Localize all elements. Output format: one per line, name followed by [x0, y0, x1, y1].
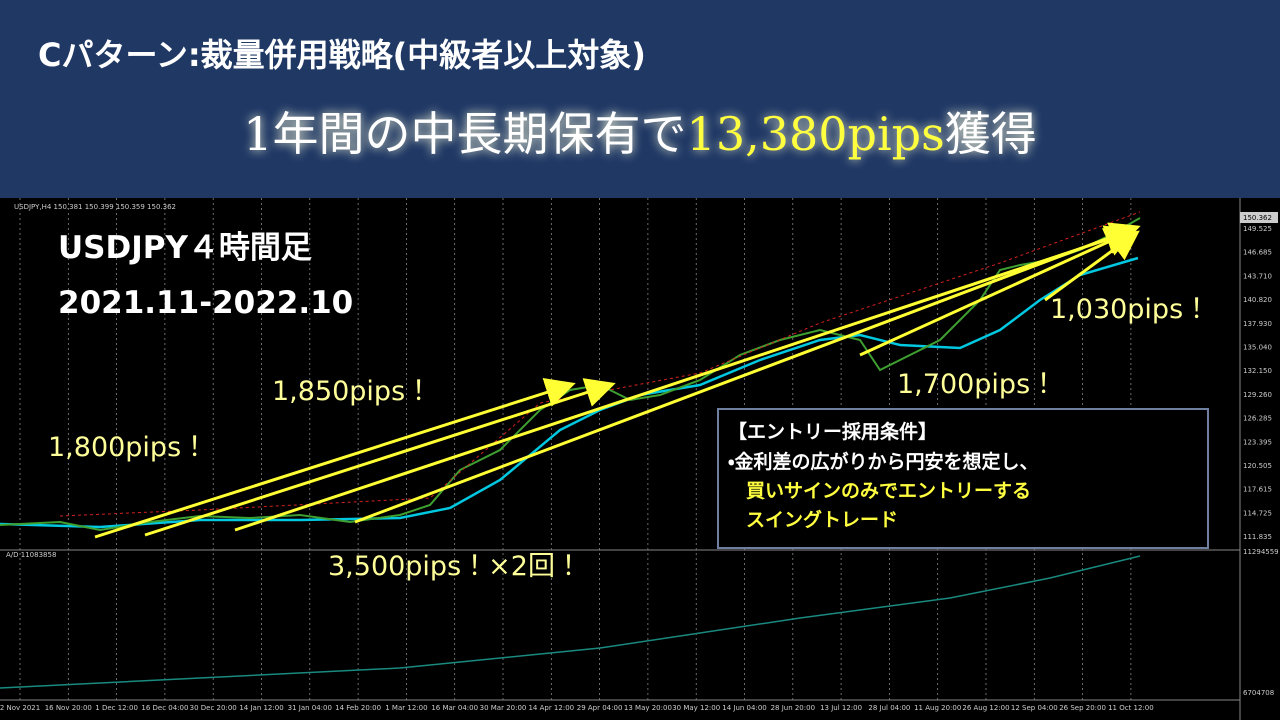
price-tick-label: 123.395	[1243, 438, 1272, 446]
time-tick-label: 30 May 12:00	[672, 704, 720, 712]
conditions-title: 【エントリー採用条件】	[728, 420, 937, 443]
slide-title: Cパターン:裁量併用戦略(中級者以上対象)	[38, 36, 646, 74]
time-tick-label: 29 Apr 04:00	[577, 704, 623, 712]
annotations: 1,800pips！ 1,850pips！ 3,500pips！×2回！ 1,7…	[48, 294, 1210, 582]
time-tick-label: 31 Jan 04:00	[288, 704, 332, 712]
annotation: 3,500pips！×2回！	[328, 551, 582, 582]
annotation: 1,030pips！	[1050, 294, 1210, 325]
arrow	[144, 378, 616, 537]
price-tick-label: 111.835	[1243, 533, 1272, 541]
time-tick-label: 16 Dec 04:00	[141, 704, 188, 712]
price-tick-label: 129.260	[1243, 391, 1272, 399]
annotation: 1,800pips！	[48, 432, 208, 463]
price-tick-label: 143.710	[1243, 272, 1272, 280]
time-tick-label: 1 Dec 12:00	[95, 704, 138, 712]
time-tick-label: 28 Jul 04:00	[868, 704, 910, 712]
indicator-tick-label: 6704708	[1243, 689, 1274, 697]
time-tick-label: 26 Aug 12:00	[962, 704, 1009, 712]
moving-average	[0, 256, 1139, 529]
conditions-box	[717, 408, 1209, 549]
time-tick-label: 13 Jul 12:00	[820, 704, 862, 712]
headline-text: 1年間の中長期保有で	[243, 107, 687, 161]
chart-info: USDJPY,H4 150.381 150.399 150.359 150.36…	[14, 203, 176, 211]
price-tick-label: 146.685	[1243, 249, 1272, 257]
price-tick-label: 126.285	[1243, 415, 1272, 423]
time-tick-label: 2 Nov 2021	[0, 704, 40, 712]
signal-marks	[59, 211, 1141, 517]
arrow	[1044, 230, 1140, 302]
annotation: 1,700pips！	[897, 369, 1057, 400]
time-tick-label: 1 Mar 12:00	[385, 704, 427, 712]
annotation: 1,850pips！	[272, 376, 432, 407]
time-tick-label: 12 Sep 04:00	[1011, 704, 1058, 712]
conditions-line: スイングトレード	[746, 508, 898, 531]
time-tick-label: 28 Jun 20:00	[771, 704, 815, 712]
time-tick-label: 30 Dec 20:00	[190, 704, 237, 712]
time-tick-label: 13 May 20:00	[624, 704, 672, 712]
time-tick-label: 16 Nov 20:00	[45, 704, 92, 712]
current-price: 150.362	[1243, 214, 1272, 222]
time-tick-label: 11 Oct 12:00	[1108, 704, 1154, 712]
conditions: 【エントリー採用条件】 ・金利差の広がりから円安を想定し、 買いサインのみでエン…	[728, 420, 1038, 531]
symbol-label: USDJPY４時間足	[58, 230, 312, 266]
price-tick-label: 137.930	[1243, 320, 1272, 328]
arrow	[234, 225, 1136, 532]
headline: 1年間の中長期保有で13,380pips獲得	[0, 98, 1280, 164]
headline-text: 獲得	[944, 107, 1037, 161]
indicator-tick-label: 11294559	[1243, 548, 1279, 556]
ad-line	[0, 555, 1141, 689]
headline-highlight: 13,380pips	[686, 107, 945, 161]
time-tick-label: 11 Aug 20:00	[914, 704, 961, 712]
time-tick-label: 14 Apr 12:00	[528, 704, 574, 712]
price-tick-label: 117.615	[1243, 486, 1272, 494]
time-tick-label: 16 Mar 04:00	[431, 704, 478, 712]
time-tick-label: 14 Jan 12:00	[239, 704, 283, 712]
chart-screenshot: USDJPY,H4 150.381 150.399 150.359 150.36…	[0, 198, 1280, 720]
price-tick-label: 149.525	[1243, 225, 1272, 233]
price-tick-label: 120.505	[1243, 462, 1272, 470]
time-tick-label: 14 Jun 04:00	[722, 704, 766, 712]
time-tick-label: 14 Feb 20:00	[335, 704, 381, 712]
time-tick-label: 26 Sep 20:00	[1059, 704, 1106, 712]
conditions-line: ・金利差の広がりから円安を想定し、	[728, 450, 1038, 473]
conditions-line: 買いサインのみでエントリーする	[746, 480, 1031, 502]
arrow	[354, 222, 1141, 524]
time-tick-label: 30 Mar 20:00	[480, 704, 527, 712]
price-tick-label: 114.725	[1243, 509, 1272, 517]
arrow	[859, 228, 1136, 357]
price-tick-label: 135.040	[1243, 344, 1272, 352]
trade-arrows	[94, 222, 1141, 539]
price-marker	[1240, 212, 1278, 223]
price-tick-label: 140.820	[1243, 296, 1272, 304]
price-tick-label: 132.150	[1243, 367, 1272, 375]
indicator-label: A/D 11083858	[6, 551, 56, 559]
arrow	[94, 378, 576, 539]
period-label: 2021.11-2022.10	[58, 285, 353, 321]
